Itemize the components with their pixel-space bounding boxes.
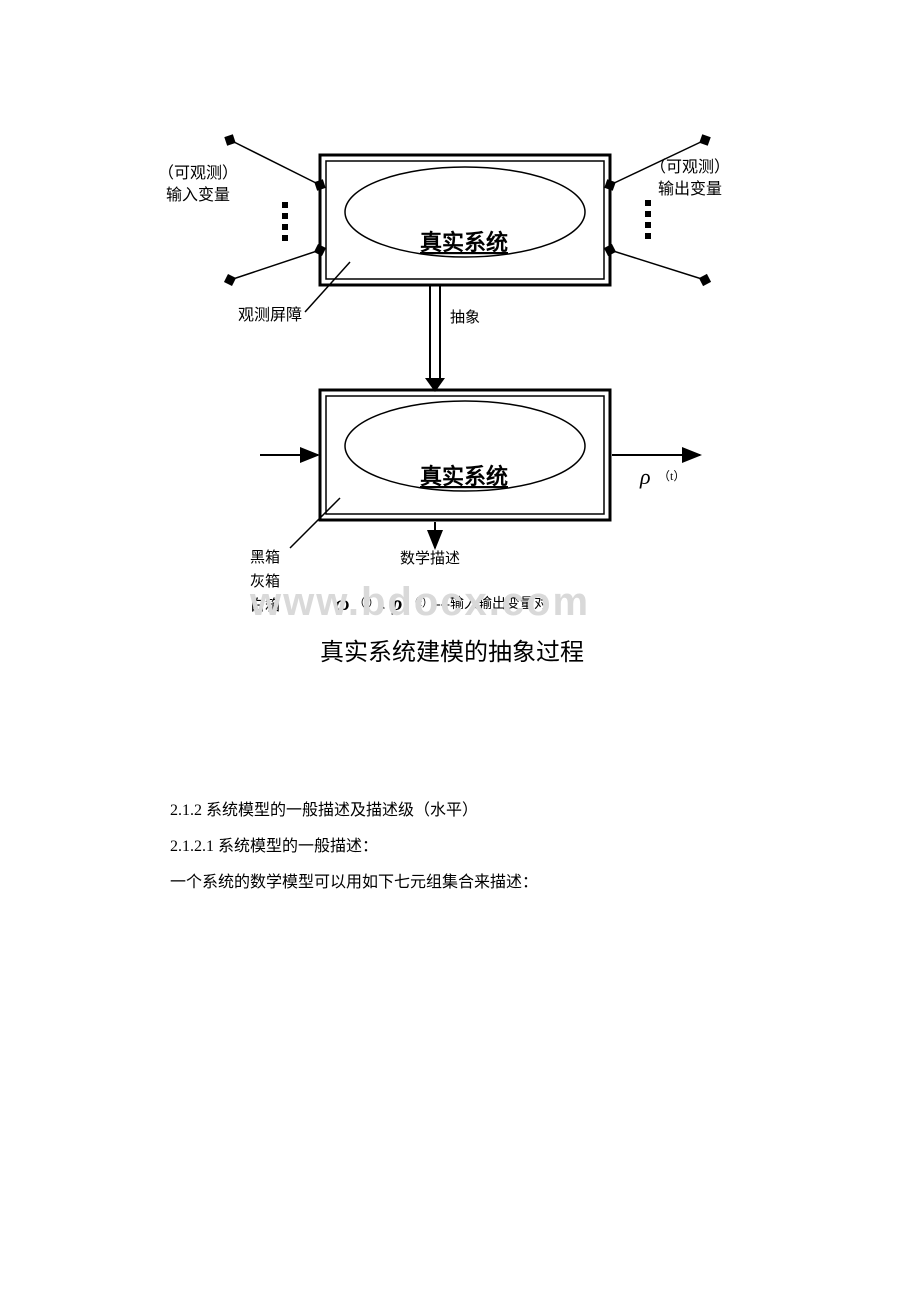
dot-r2 (645, 211, 651, 217)
input-label-2: 输入变量 (166, 186, 230, 204)
dot-l3 (282, 224, 288, 230)
dot-l1 (282, 202, 288, 208)
math-desc-label: 数学描述 (400, 550, 460, 567)
dot-r1 (645, 200, 651, 206)
input-label-1: （可观测） (158, 164, 238, 182)
input-line-1 (230, 140, 320, 185)
output-line-3 (610, 250, 705, 280)
text-line-2: 2.1.2.1 系统模型的一般描述： (170, 831, 770, 863)
text-line-1: 2.1.2 系统模型的一般描述及描述级（水平） (170, 795, 770, 827)
rho-sub: （t） (658, 469, 685, 483)
bottom-box-inner (326, 396, 604, 514)
diagram-container: 真实系统 真实系统 (0, 0, 920, 750)
barrier-label: 观测屏障 (238, 306, 302, 324)
dot-l4 (282, 235, 288, 241)
dot-r3 (645, 222, 651, 228)
text-line-3: 一个系统的数学模型可以用如下七元组集合来描述： (170, 867, 770, 899)
dot-r4 (645, 233, 651, 239)
dot-l2 (282, 213, 288, 219)
black-box-label: 黑箱 (250, 549, 280, 566)
watermark: www.bdocx.com (250, 580, 590, 625)
output-label-2: 输出变量 (658, 180, 722, 198)
top-box-inner (326, 161, 604, 279)
abstract-label: 抽象 (450, 309, 480, 326)
box-type-pointer (290, 498, 340, 548)
rho-symbol: ρ (639, 464, 651, 489)
top-box-label: 真实系统 (420, 230, 508, 255)
diagram-title: 真实系统建模的抽象过程 (320, 639, 584, 666)
diagram-svg: 真实系统 真实系统 (0, 0, 920, 750)
bottom-box-label: 真实系统 (420, 464, 508, 489)
input-line-3 (230, 250, 320, 280)
output-label-1: （可观测） (650, 158, 730, 176)
body-text-block: 2.1.2 系统模型的一般描述及描述级（水平） 2.1.2.1 系统模型的一般描… (170, 795, 770, 903)
